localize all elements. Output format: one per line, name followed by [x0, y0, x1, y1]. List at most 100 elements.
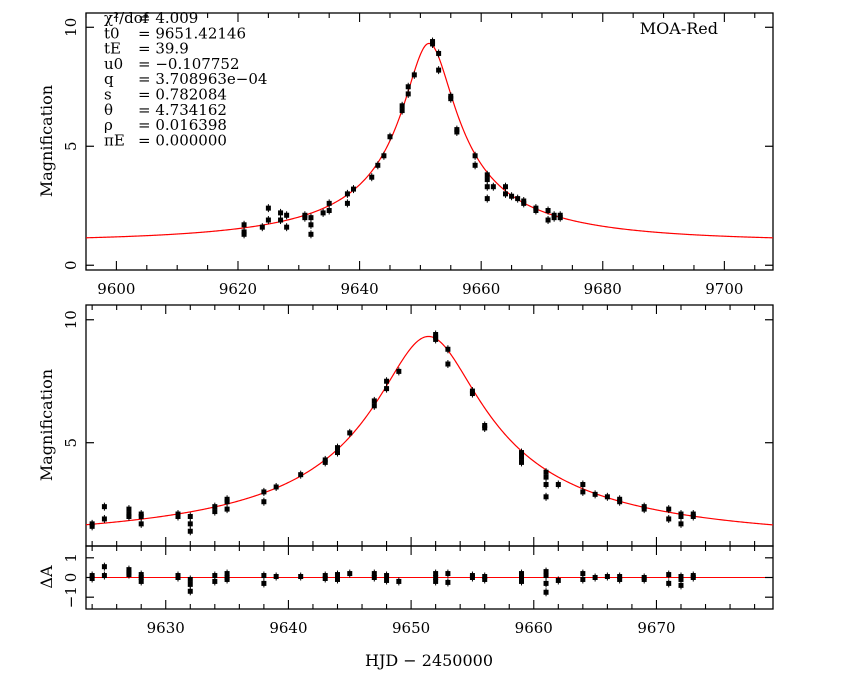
data-point — [557, 212, 563, 218]
data-point — [187, 521, 193, 527]
data-point — [543, 580, 549, 586]
data-point — [592, 491, 598, 497]
x-axis-label: HJD − 2450000 — [365, 651, 493, 670]
y-tick-label: 0 — [62, 573, 80, 583]
data-point — [405, 91, 411, 97]
data-point — [509, 193, 515, 199]
data-point — [326, 200, 332, 206]
param-name: q — [104, 70, 114, 88]
param-equals: = 0.016398 — [138, 116, 227, 134]
data-point — [259, 224, 265, 230]
data-point — [641, 576, 647, 582]
data-point — [448, 93, 454, 99]
data-point — [369, 174, 375, 180]
data-point — [484, 184, 490, 190]
x-tick-label: 9660 — [515, 619, 553, 637]
data-point — [265, 205, 271, 211]
param-name: u0 — [104, 55, 123, 73]
data-point — [519, 459, 525, 465]
param-name: πE — [104, 131, 125, 149]
data-point — [604, 494, 610, 500]
data-point — [212, 573, 218, 579]
data-point — [580, 482, 586, 488]
x-tick-label: 9600 — [97, 280, 135, 298]
data-point — [326, 208, 332, 214]
peak-zoom-panel: 5 10 Magnification — [37, 304, 774, 547]
data-point — [469, 573, 475, 579]
panel2-model-curve-group — [85, 335, 774, 526]
x-tick-label: 9640 — [340, 280, 378, 298]
data-point — [384, 573, 390, 579]
data-point — [543, 474, 549, 480]
data-point — [212, 504, 218, 510]
data-point — [187, 581, 193, 587]
param-name: s — [104, 86, 112, 104]
data-point — [322, 459, 328, 465]
data-point — [212, 578, 218, 584]
data-point — [445, 579, 451, 585]
data-point — [308, 231, 314, 237]
data-point — [617, 499, 623, 505]
data-point — [334, 445, 340, 451]
data-point — [445, 361, 451, 367]
data-point — [533, 208, 539, 214]
data-point — [666, 580, 672, 586]
data-point — [482, 425, 488, 431]
data-point — [187, 513, 193, 519]
data-point — [126, 511, 132, 517]
data-point — [617, 576, 623, 582]
model-curve — [85, 42, 774, 239]
data-point — [399, 103, 405, 109]
panel3-ticks-group: −1 0 1 9630 9640 9650 9660 9670 — [62, 546, 773, 637]
data-point — [381, 153, 387, 159]
data-point — [454, 129, 460, 135]
data-point — [334, 450, 340, 456]
model-curve — [85, 335, 774, 526]
data-point — [371, 571, 377, 577]
data-point — [387, 134, 393, 140]
data-point — [433, 571, 439, 577]
param-name: t0 — [104, 24, 120, 42]
data-point — [138, 572, 144, 578]
y-tick-label: 5 — [62, 141, 80, 151]
data-point — [436, 50, 442, 56]
data-point — [666, 572, 672, 578]
data-point — [543, 469, 549, 475]
panel2-ylabel: Magnification — [37, 369, 56, 481]
data-point — [543, 494, 549, 500]
data-point — [126, 570, 132, 576]
residuals-panel: −1 0 1 9630 9640 9650 9660 9670 ΔA HJD − 245000… — [37, 545, 774, 670]
data-point — [690, 573, 696, 579]
data-point — [690, 511, 696, 517]
data-point — [371, 403, 377, 409]
data-point — [678, 521, 684, 527]
data-point — [138, 511, 144, 517]
data-point — [580, 489, 586, 495]
data-point — [678, 513, 684, 519]
data-point — [519, 450, 525, 456]
param-name: tE — [104, 40, 121, 58]
data-point — [666, 506, 672, 512]
data-point — [241, 231, 247, 237]
data-point — [555, 577, 561, 583]
data-point — [89, 523, 95, 529]
data-point — [175, 511, 181, 517]
data-point — [101, 573, 107, 579]
data-point — [284, 224, 290, 230]
data-point — [284, 212, 290, 218]
data-point — [384, 378, 390, 384]
x-tick-label: 9700 — [705, 280, 743, 298]
data-point — [347, 430, 353, 436]
data-point — [273, 574, 279, 580]
data-point — [551, 215, 557, 221]
data-point — [678, 576, 684, 582]
x-tick-label: 9660 — [462, 280, 500, 298]
data-point — [298, 574, 304, 580]
data-point — [433, 578, 439, 584]
data-point — [273, 484, 279, 490]
data-point — [212, 509, 218, 515]
data-point — [241, 222, 247, 228]
param-name: ρ — [104, 116, 113, 134]
data-point — [302, 212, 308, 218]
data-point — [502, 184, 508, 190]
